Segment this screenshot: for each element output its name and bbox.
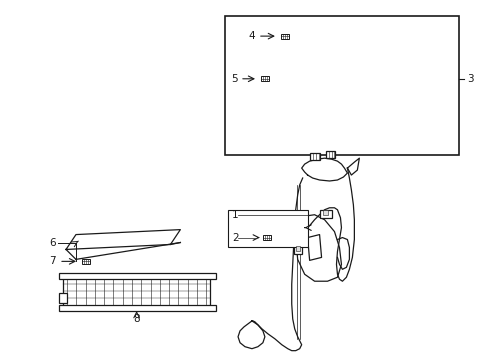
Text: 7: 7 [49, 256, 56, 266]
Bar [325, 151, 336, 158]
Text: 8: 8 [133, 314, 140, 324]
Text: 2: 2 [232, 233, 239, 243]
Bar [261, 76, 269, 81]
Bar [59, 305, 216, 311]
Bar [319, 210, 332, 218]
Bar [82, 259, 90, 264]
Text: 1: 1 [232, 210, 239, 220]
Text: 6: 6 [49, 238, 56, 248]
Bar [295, 247, 300, 251]
Bar [310, 153, 319, 160]
Text: 3: 3 [467, 74, 473, 84]
Bar [263, 235, 271, 240]
Bar [322, 210, 327, 215]
Bar [59, 273, 216, 279]
Bar [59, 293, 67, 303]
Bar [228, 210, 308, 247]
Bar [63, 277, 210, 307]
Bar [294, 243, 302, 255]
Bar [281, 33, 289, 39]
Text: 5: 5 [231, 74, 238, 84]
Bar [225, 16, 459, 155]
Text: 4: 4 [248, 31, 255, 41]
